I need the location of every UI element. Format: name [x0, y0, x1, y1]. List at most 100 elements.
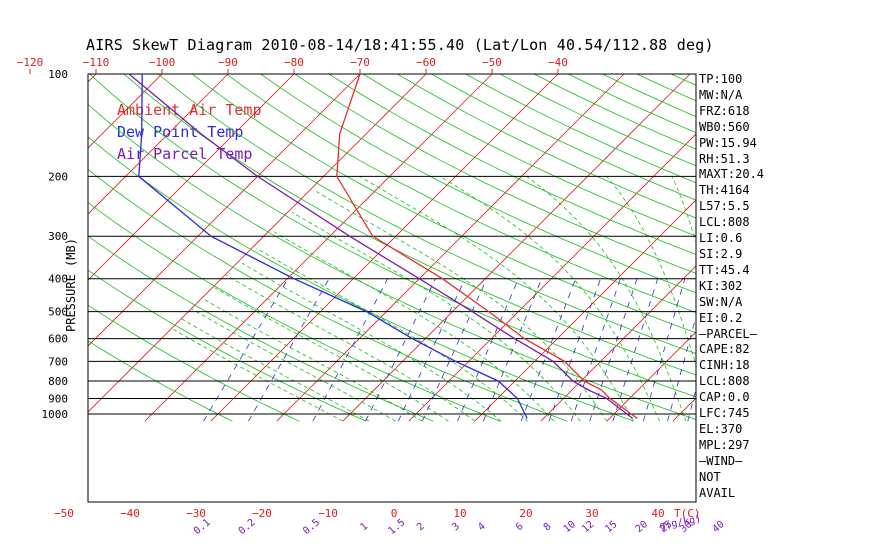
chart-title: AIRS SkewT Diagram 2010-08-14/18:41:55.4…	[86, 36, 714, 54]
mixing-ratio-line	[312, 278, 389, 422]
mixing-ratio-line	[642, 278, 686, 422]
mixing-ratio-line	[482, 278, 543, 422]
mixing-ratio-tick-label: 2	[415, 521, 427, 533]
mixing-ratio-tick-label: 1.5	[387, 517, 408, 537]
stat-item: LCL:808	[699, 374, 750, 389]
mixing-ratio-line	[548, 278, 602, 422]
isotherm-line	[606, 331, 696, 422]
dry-adiabat-line	[808, 74, 870, 421]
plot-border	[87, 73, 697, 503]
top-axis-tick-label: −50	[482, 56, 502, 69]
mixing-ratio-line	[589, 278, 638, 422]
isotherm-line	[540, 265, 696, 422]
stat-item: —WIND—	[699, 453, 743, 468]
dry-adiabat-line	[328, 74, 696, 255]
mixing-ratio-tick-label: 6	[514, 521, 526, 533]
stat-item: LFC:745	[699, 406, 750, 421]
mixing-ratio-tick-label: 10	[562, 519, 578, 535]
pressure-tick-label: 100	[48, 68, 68, 81]
dry-adiabat-line	[294, 74, 696, 274]
stat-item: TT:45.4	[699, 262, 750, 277]
pressure-tick-label: 500	[48, 306, 68, 319]
top-axis-tick-label: −80	[284, 56, 304, 69]
bottom-axis-tick-label: −50	[54, 507, 74, 520]
dry-adiabat-line	[88, 235, 434, 422]
x-axis-unit-label: T(C)	[674, 507, 701, 520]
top-axis-tick-label: −100	[149, 56, 176, 69]
pressure-tick-label: 300	[48, 230, 68, 243]
dry-adiabat-line	[705, 74, 870, 421]
stat-item: WB0:560	[699, 119, 750, 134]
stat-item: SW:N/A	[699, 294, 743, 309]
dry-adiabat-line	[88, 269, 367, 422]
moist-adiabat-line	[291, 211, 581, 422]
dry-adiabat-line	[842, 74, 870, 421]
dry-adiabat-line	[88, 304, 300, 422]
pressure-tick-label: 700	[48, 355, 68, 368]
stat-item: EL:370	[699, 421, 743, 436]
isotherm-line	[88, 74, 229, 215]
mixing-ratio-tick-label: 4	[476, 521, 488, 533]
mixing-ratio-tick-label: 1	[358, 521, 370, 533]
top-axis-tick-label: −40	[548, 56, 568, 69]
mixing-ratio-line	[720, 279, 753, 422]
profile-line-ambient-air-temp	[336, 74, 638, 419]
dry-adiabat-line	[157, 74, 696, 355]
dry-adiabat-line	[123, 74, 696, 376]
moist-adiabat-line	[526, 176, 687, 422]
dry-adiabat-line	[260, 74, 696, 294]
dry-adiabat-line	[88, 136, 635, 422]
top-axis-tick-label: −60	[416, 56, 436, 69]
top-axis-tick-label: −70	[350, 56, 370, 69]
dry-adiabat-line	[533, 74, 696, 150]
moist-adiabat-line	[439, 176, 660, 422]
mixing-ratio-tick-label: 0.5	[301, 517, 322, 537]
dry-adiabat-line	[89, 74, 696, 398]
stat-item: L57:5.5	[699, 199, 750, 214]
mixing-ratio-tick-label: 40	[710, 519, 726, 535]
stats-panel: TP:100 MW:N/A FRZ:618 WB0:560 PW:15.94 RH:51.…	[699, 72, 764, 501]
pressure-tick-label: 900	[48, 392, 68, 405]
stat-item: CINH:18	[699, 358, 750, 373]
bottom-axis-tick-label: 20	[519, 507, 532, 520]
dry-adiabat-line	[568, 74, 696, 134]
bottom-axis-tick-label: 40	[651, 507, 664, 520]
stat-item: MPL:297	[699, 437, 750, 452]
top-axis-tick-label: −120	[17, 56, 44, 69]
pressure-tick-label: 1000	[42, 408, 69, 421]
bottom-axis-tick-label: −30	[186, 507, 206, 520]
stat-item: EI:0.2	[699, 310, 743, 325]
mixing-ratio-line	[612, 278, 659, 422]
isotherm-line	[474, 199, 696, 422]
moist-adiabat-line	[359, 176, 634, 422]
moist-adiabat-line	[203, 298, 423, 422]
pressure-tick-label: 400	[48, 273, 68, 286]
mixing-ratio-line	[421, 278, 488, 422]
profiles	[128, 74, 638, 419]
mixing-ratio-tick-label: 12	[580, 519, 596, 535]
isotherm-line	[672, 397, 696, 422]
stat-item: TP:100	[699, 72, 743, 86]
stat-item: AVAIL	[699, 485, 736, 500]
isotherm-line	[805, 74, 870, 421]
legend-ambient-air-temp: Ambient Air Temp	[117, 101, 262, 119]
mixing-ratio-tick-label: 20	[634, 519, 650, 535]
isotherm-line	[88, 74, 163, 149]
dry-adiabat-line	[397, 74, 696, 219]
mixing-ratio-line	[397, 278, 466, 422]
moist-adiabat-line	[671, 176, 696, 244]
stat-item: MAXT:20.4	[699, 167, 765, 182]
stat-item: —PARCEL—	[699, 326, 757, 341]
isotherm-line	[342, 74, 691, 422]
isotherm-line	[88, 74, 361, 347]
pressure-tick-label: 600	[48, 333, 68, 346]
bottom-axis-tick-label: −40	[120, 507, 140, 520]
dry-adiabat-line	[636, 74, 696, 102]
stat-item: CAP:0.0	[699, 390, 750, 405]
mixing-ratio-tick-label: 3	[450, 521, 462, 533]
isotherm-line	[276, 74, 625, 422]
stat-item: RH:51.3	[699, 151, 750, 166]
bottom-axis-tick-label: 30	[585, 507, 598, 520]
legend-dew-point-temp: Dew Point Temp	[117, 123, 244, 141]
